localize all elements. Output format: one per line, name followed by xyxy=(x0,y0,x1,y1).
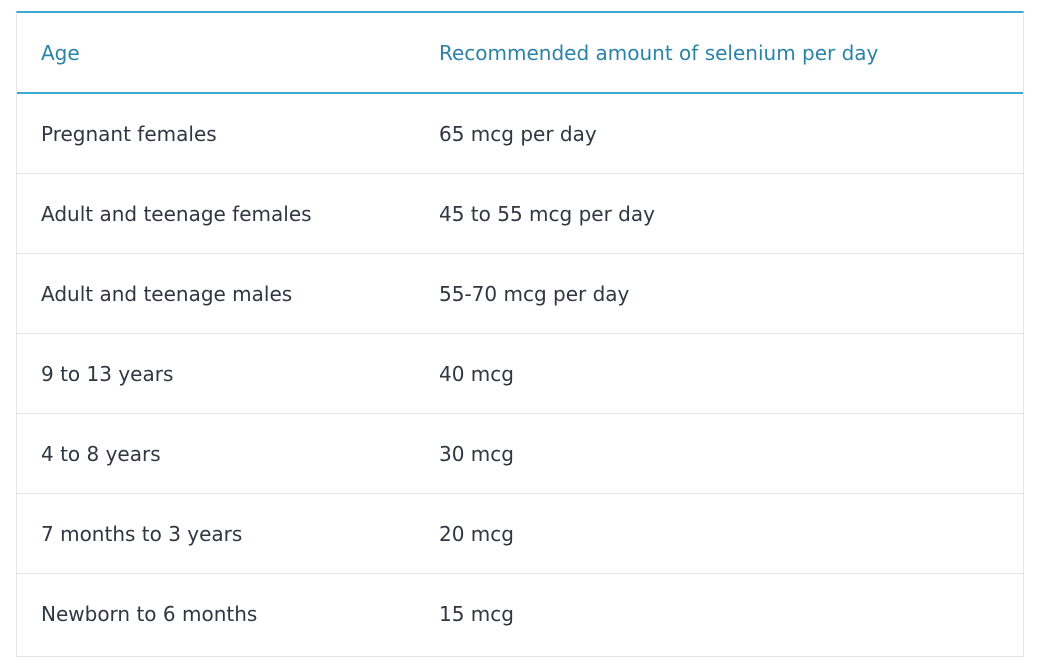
cell-amount: 30 mcg xyxy=(439,441,514,466)
cell-amount: 45 to 55 mcg per day xyxy=(439,201,655,226)
table-row: 7 months to 3 years 20 mcg xyxy=(17,494,1023,574)
cell-age: Adult and teenage males xyxy=(41,281,293,306)
table-row: 9 to 13 years 40 mcg xyxy=(17,334,1023,414)
cell-amount: 55-70 mcg per day xyxy=(439,281,630,306)
cell-amount: 40 mcg xyxy=(439,361,514,386)
cell-age: Adult and teenage females xyxy=(41,201,312,226)
cell-amount: 15 mcg xyxy=(439,602,514,626)
header-recommended-amount: Recommended amount of selenium per day xyxy=(439,40,879,65)
table-row: Adult and teenage males 55-70 mcg per da… xyxy=(17,254,1023,334)
cell-amount: 20 mcg xyxy=(439,521,514,546)
table-row: Newborn to 6 months 15 mcg xyxy=(17,574,1023,654)
cell-amount: 65 mcg per day xyxy=(439,121,597,146)
table-row: Pregnant females 65 mcg per day xyxy=(17,94,1023,174)
cell-age: Newborn to 6 months xyxy=(41,602,258,626)
table-row: Adult and teenage females 45 to 55 mcg p… xyxy=(17,174,1023,254)
table-header-row: Age Recommended amount of selenium per d… xyxy=(17,13,1023,94)
table-row: 4 to 8 years 30 mcg xyxy=(17,414,1023,494)
cell-age: 4 to 8 years xyxy=(41,441,161,466)
cell-age: 7 months to 3 years xyxy=(41,521,243,546)
header-age: Age xyxy=(41,40,80,65)
selenium-table: Age Recommended amount of selenium per d… xyxy=(16,11,1024,657)
cell-age: Pregnant females xyxy=(41,121,217,146)
cell-age: 9 to 13 years xyxy=(41,361,174,386)
